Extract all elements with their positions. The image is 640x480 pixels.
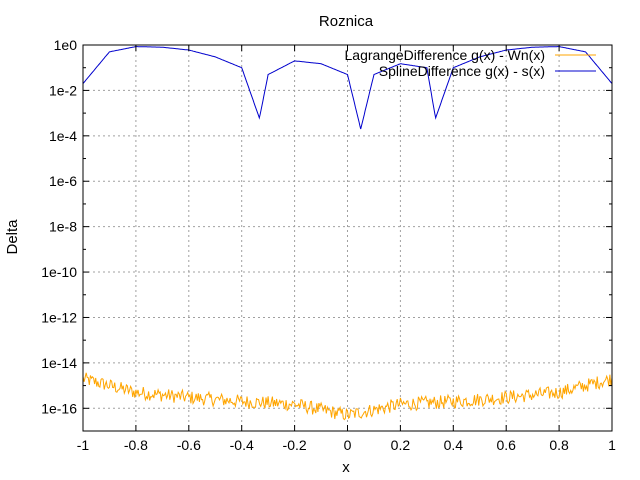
y-tick-label: 1e-4 (49, 128, 77, 144)
legend: LagrangeDifference g(x) - Wn(x) SplineDi… (345, 47, 596, 79)
y-tick-label: 1e-6 (49, 173, 77, 189)
y-tick-label: 1e0 (54, 37, 78, 53)
y-tick-label: 1e-16 (41, 400, 77, 416)
lagrange-difference-line (82, 372, 613, 421)
x-tick-label: -0.4 (230, 437, 254, 453)
y-tick-label: 1e-12 (41, 309, 77, 325)
x-tick-label: 0.4 (444, 437, 464, 453)
x-axis-title: x (342, 459, 350, 476)
chart-title: Roznica (319, 13, 374, 30)
x-tick-label: 1 (608, 437, 616, 453)
series-layer (82, 46, 613, 421)
tick-layer: -1 -0.8 -0.6 -0.4 -0.2 0 0.2 0.4 0.6 0.8 1 1e0 1e-2 1… (41, 37, 616, 453)
y-axis-title: Delta (4, 219, 21, 255)
x-tick-label: 0.2 (391, 437, 411, 453)
legend-label-lagrange: LagrangeDifference g(x) - Wn(x) (345, 47, 545, 63)
y-tick-label: 1e-8 (49, 219, 77, 235)
y-tick-label: 1e-2 (49, 82, 77, 98)
spline-difference-line (82, 46, 613, 130)
x-tick-label: 0.6 (496, 437, 516, 453)
x-tick-label: -0.8 (124, 437, 148, 453)
legend-label-spline: SplineDifference g(x) - s(x) (379, 63, 545, 79)
y-tick-label: 1e-10 (41, 264, 77, 280)
x-tick-label: -1 (77, 437, 90, 453)
x-tick-label: 0.8 (549, 437, 569, 453)
plot-frame (82, 44, 613, 432)
grid (83, 45, 612, 431)
x-tick-label: -0.6 (177, 437, 201, 453)
x-tick-label: 0 (344, 437, 352, 453)
x-tick-label: -0.2 (283, 437, 307, 453)
y-tick-label: 1e-14 (41, 355, 77, 371)
